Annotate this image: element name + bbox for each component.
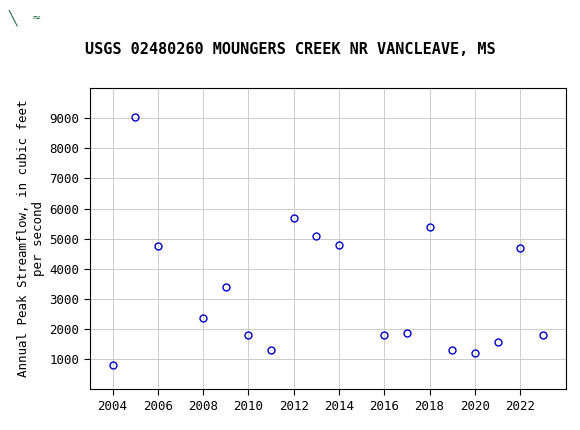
- Text: USGS 02480260 MOUNGERS CREEK NR VANCLEAVE, MS: USGS 02480260 MOUNGERS CREEK NR VANCLEAV…: [85, 42, 495, 57]
- FancyBboxPatch shape: [6, 3, 64, 32]
- Text: ╲: ╲: [9, 9, 17, 26]
- Text: USGS: USGS: [72, 9, 128, 27]
- Y-axis label: Annual Peak Streamflow, in cubic feet
per second: Annual Peak Streamflow, in cubic feet pe…: [17, 100, 45, 378]
- Text: ≈: ≈: [32, 12, 41, 23]
